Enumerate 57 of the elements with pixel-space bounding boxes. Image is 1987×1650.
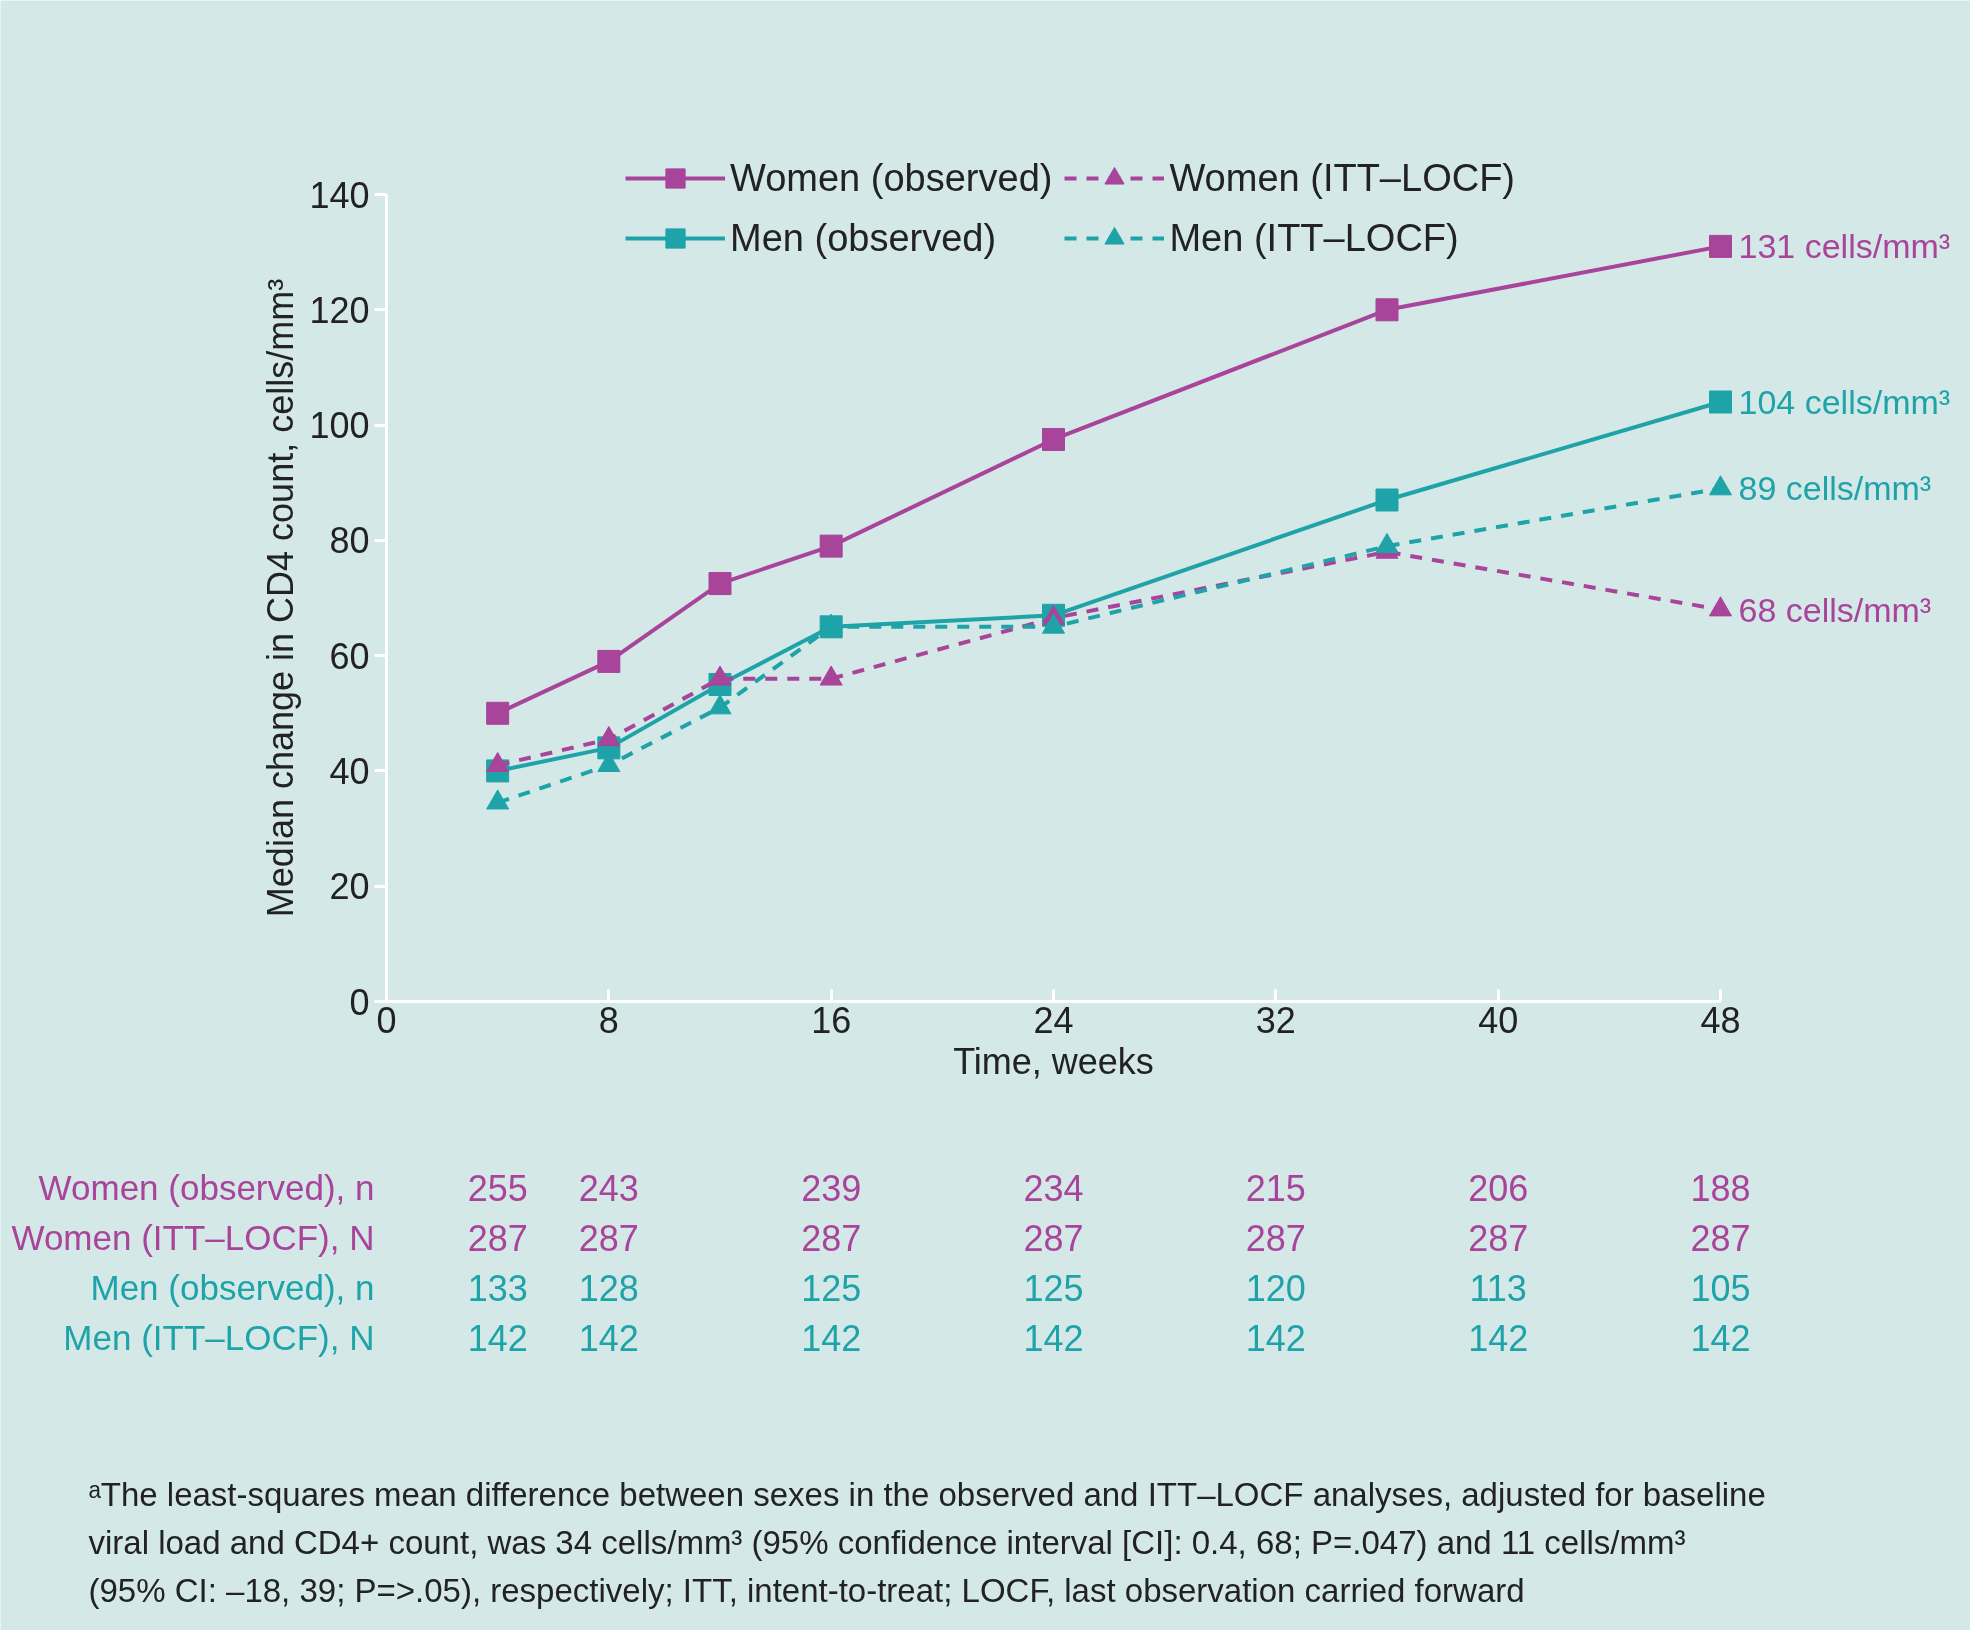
text: 287 — [467, 1217, 528, 1259]
y-tick-label: 20 — [329, 866, 370, 908]
text: 206 — [1468, 1167, 1529, 1209]
text: 125 — [1023, 1267, 1084, 1309]
text: 188 — [1690, 1167, 1751, 1209]
text: ᵃThe least-squares mean difference between sexes in the observed and ITT–LOCF analyses, adjusted for baseline viral load and CD4+ count, was 34 cells/mm³ (95% confidence interval [CI]: 0.4, 68; P=.047) and 11 cells/mm³ (95% CI: –18, 39; P=>.05), respectively; ITT, intent-to-treat; LOCF, last observation carried forward — [88, 1475, 1766, 1609]
text: 142 — [1468, 1317, 1529, 1359]
x-tick-label: 8 — [598, 999, 619, 1041]
y-tick-label: 60 — [329, 635, 370, 677]
legend-label: Men (ITT–LOCF) — [1169, 215, 1459, 261]
text: 131 cells/mm³ — [1738, 227, 1951, 266]
x-tick-label: 40 — [1478, 999, 1519, 1041]
y-tick-label: 140 — [309, 174, 370, 216]
y-tick-label: 40 — [329, 750, 370, 792]
text: 142 — [1690, 1317, 1751, 1359]
text: Men (observed), n — [90, 1268, 375, 1307]
legend-label: Women (ITT–LOCF) — [1169, 155, 1515, 201]
text: 287 — [1468, 1217, 1529, 1259]
text: 234 — [1023, 1167, 1084, 1209]
y-tick-label: 120 — [309, 289, 370, 331]
legend-label: Women (observed) — [730, 155, 1053, 201]
x-axis-title: Time, weeks — [953, 1040, 1154, 1082]
text: 239 — [801, 1167, 862, 1209]
text: 287 — [1245, 1217, 1306, 1259]
text: 68 cells/mm³ — [1738, 590, 1932, 629]
x-tick-label: 0 — [376, 999, 397, 1041]
text: 113 — [1469, 1267, 1527, 1309]
text: 142 — [578, 1317, 639, 1359]
text: Women (observed), n — [38, 1168, 375, 1207]
text: 142 — [801, 1317, 862, 1359]
x-tick-label: 32 — [1255, 999, 1296, 1041]
text: 128 — [578, 1267, 639, 1309]
text: 125 — [801, 1267, 862, 1309]
y-axis-title: Median change in CD4 count, cells/mm³ — [260, 278, 302, 918]
text: Women (ITT–LOCF), N — [11, 1218, 375, 1257]
text: 120 — [1245, 1267, 1306, 1309]
y-tick-label: 100 — [309, 405, 370, 447]
legend-label: Men (observed) — [730, 215, 997, 261]
text: Men (ITT–LOCF), N — [63, 1318, 375, 1357]
text: 142 — [467, 1317, 528, 1359]
text: 105 — [1690, 1267, 1751, 1309]
text: 133 — [467, 1267, 528, 1309]
text: 142 — [1245, 1317, 1306, 1359]
text: 287 — [801, 1217, 862, 1259]
x-tick-label: 24 — [1033, 999, 1074, 1041]
text: 104 cells/mm³ — [1738, 383, 1951, 422]
text: 142 — [1023, 1317, 1084, 1359]
text: 243 — [578, 1167, 639, 1209]
text: 287 — [1690, 1217, 1751, 1259]
text: 89 cells/mm³ — [1738, 469, 1932, 508]
text: 287 — [1023, 1217, 1084, 1259]
text: 287 — [578, 1217, 639, 1259]
x-tick-label: 16 — [811, 999, 852, 1041]
text: 215 — [1245, 1167, 1306, 1209]
x-tick-label: 48 — [1700, 999, 1741, 1041]
y-tick-label: 80 — [329, 520, 370, 562]
text: 255 — [467, 1167, 528, 1209]
